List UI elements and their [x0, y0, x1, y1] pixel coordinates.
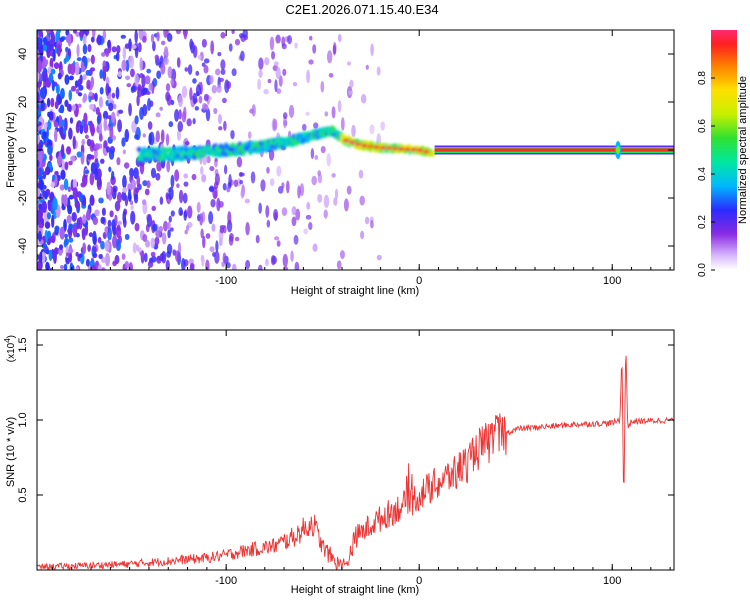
xtick-label: -100: [215, 275, 237, 287]
ytick-label: -20: [17, 190, 29, 206]
ytick-label: 20: [17, 96, 29, 108]
carrier-core: [434, 148, 674, 152]
ytick-label: 40: [17, 48, 29, 60]
snr-multiplier-base: (x10: [6, 342, 17, 362]
snr-multiplier: (x104): [3, 335, 17, 362]
xtick-label: 100: [603, 575, 621, 587]
spectrogram-ticks: -100 0 100 -40 -20 0 20 40: [17, 30, 674, 287]
colorbar-tick-label: 0.0: [697, 263, 708, 277]
snr-multiplier-close: ): [6, 335, 17, 338]
colorbar: 0.0 0.2 0.4 0.6 0.8 Normalized spectral ampl…: [697, 30, 749, 277]
xtick-label: 0: [416, 275, 422, 287]
xtick-label: 100: [603, 275, 621, 287]
spectrogram-panel: -100 0 100 -40 -20 0 20 40 Height of straight l…: [5, 29, 675, 297]
snr-panel: -100 0 100 0.5 1.0 1.5 Height of straight lin…: [3, 329, 675, 596]
spectrogram-xlabel: Height of straight line (km): [291, 285, 419, 297]
ytick-label: 1.0: [17, 412, 29, 427]
figure-title: C2E1.2026.071.15.40.E34: [285, 2, 438, 17]
spectrogram-ylabel: Frequency (Hz): [5, 112, 17, 188]
ytick-label: 0.5: [17, 487, 29, 502]
ytick-label: -40: [17, 238, 29, 254]
snr-ylabel: SNR (10 * v/v): [5, 417, 17, 487]
ytick-label: 1.5: [17, 337, 29, 352]
ytick-label: 0: [17, 147, 29, 153]
snr-xlabel: Height of straight line (km): [291, 584, 419, 596]
colorbar-tick-label: 0.2: [697, 215, 708, 229]
snr-ticks: -100 0 100 0.5 1.0 1.5: [17, 330, 674, 587]
snr-multiplier-exp: 4: [3, 338, 12, 343]
snr-frame: [36, 329, 675, 571]
colorbar-tick-label: 0.4: [697, 167, 708, 181]
colorbar-tick-label: 0.8: [697, 71, 708, 85]
xtick-label: 0: [416, 575, 422, 587]
spectrogram-ridge: [136, 125, 436, 164]
xtick-label: -100: [215, 575, 237, 587]
snr-series-line: [37, 355, 674, 570]
svg-text:(x104): (x104): [3, 335, 17, 362]
colorbar-gradient: [711, 30, 737, 270]
colorbar-ticks: 0.0 0.2 0.4 0.6 0.8: [697, 71, 715, 277]
snr-plot-area: [37, 355, 674, 570]
spectrogram-heatmap: [37, 30, 674, 270]
colorbar-label: Normalized spectral amplitude: [737, 76, 749, 224]
colorbar-tick-label: 0.6: [697, 119, 708, 133]
